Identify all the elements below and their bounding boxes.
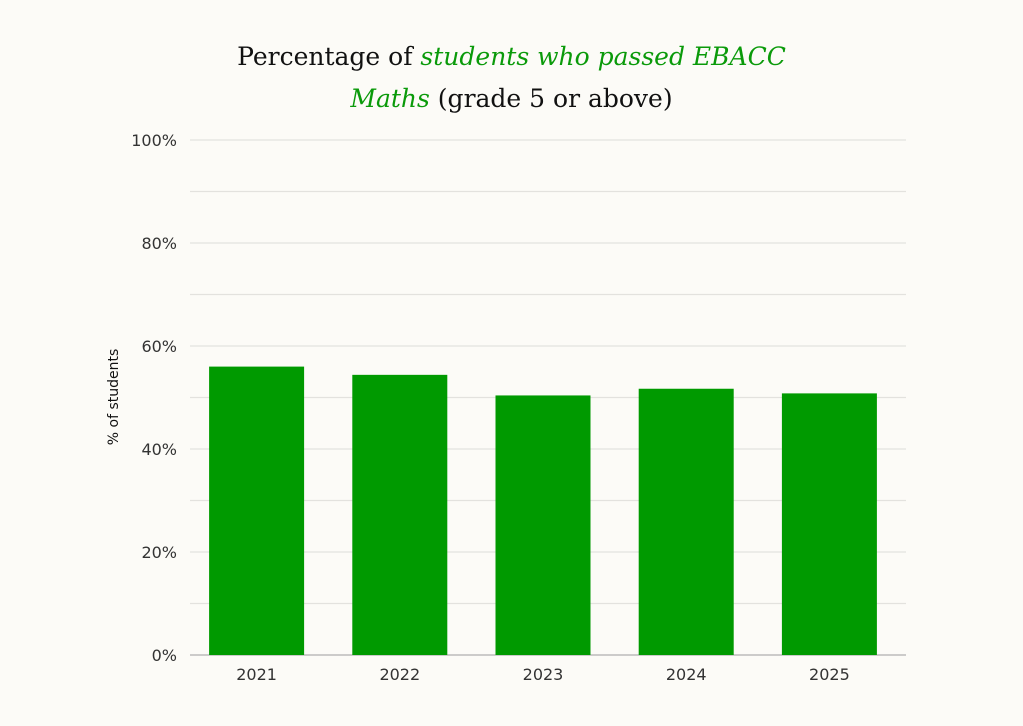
y-tick-label: 40% <box>141 440 177 459</box>
title-highlight: students who passed EBACC <box>420 42 786 71</box>
x-tick-label: 2024 <box>666 665 707 684</box>
y-tick-label: 100% <box>131 131 177 150</box>
x-tick-label: 2023 <box>523 665 564 684</box>
bar <box>495 395 591 655</box>
y-tick-label: 80% <box>141 234 177 253</box>
title-highlight-2: Maths <box>350 84 430 113</box>
title-text-2: (grade 5 or above) <box>429 84 673 113</box>
x-tick-label: 2021 <box>236 665 277 684</box>
y-tick-label: 0% <box>152 646 177 665</box>
x-tick-label: 2022 <box>379 665 420 684</box>
y-tick-label: 20% <box>141 543 177 562</box>
y-axis-label: % of students <box>106 349 122 446</box>
bar <box>638 388 734 655</box>
x-tick-label: 2025 <box>809 665 850 684</box>
title-text: Percentage of <box>237 42 421 71</box>
y-tick-label: 60% <box>141 337 177 356</box>
bar <box>352 374 448 655</box>
bar <box>209 366 305 655</box>
chart-title: Percentage of students who passed EBACC M… <box>0 36 1023 120</box>
bar <box>781 393 877 655</box>
